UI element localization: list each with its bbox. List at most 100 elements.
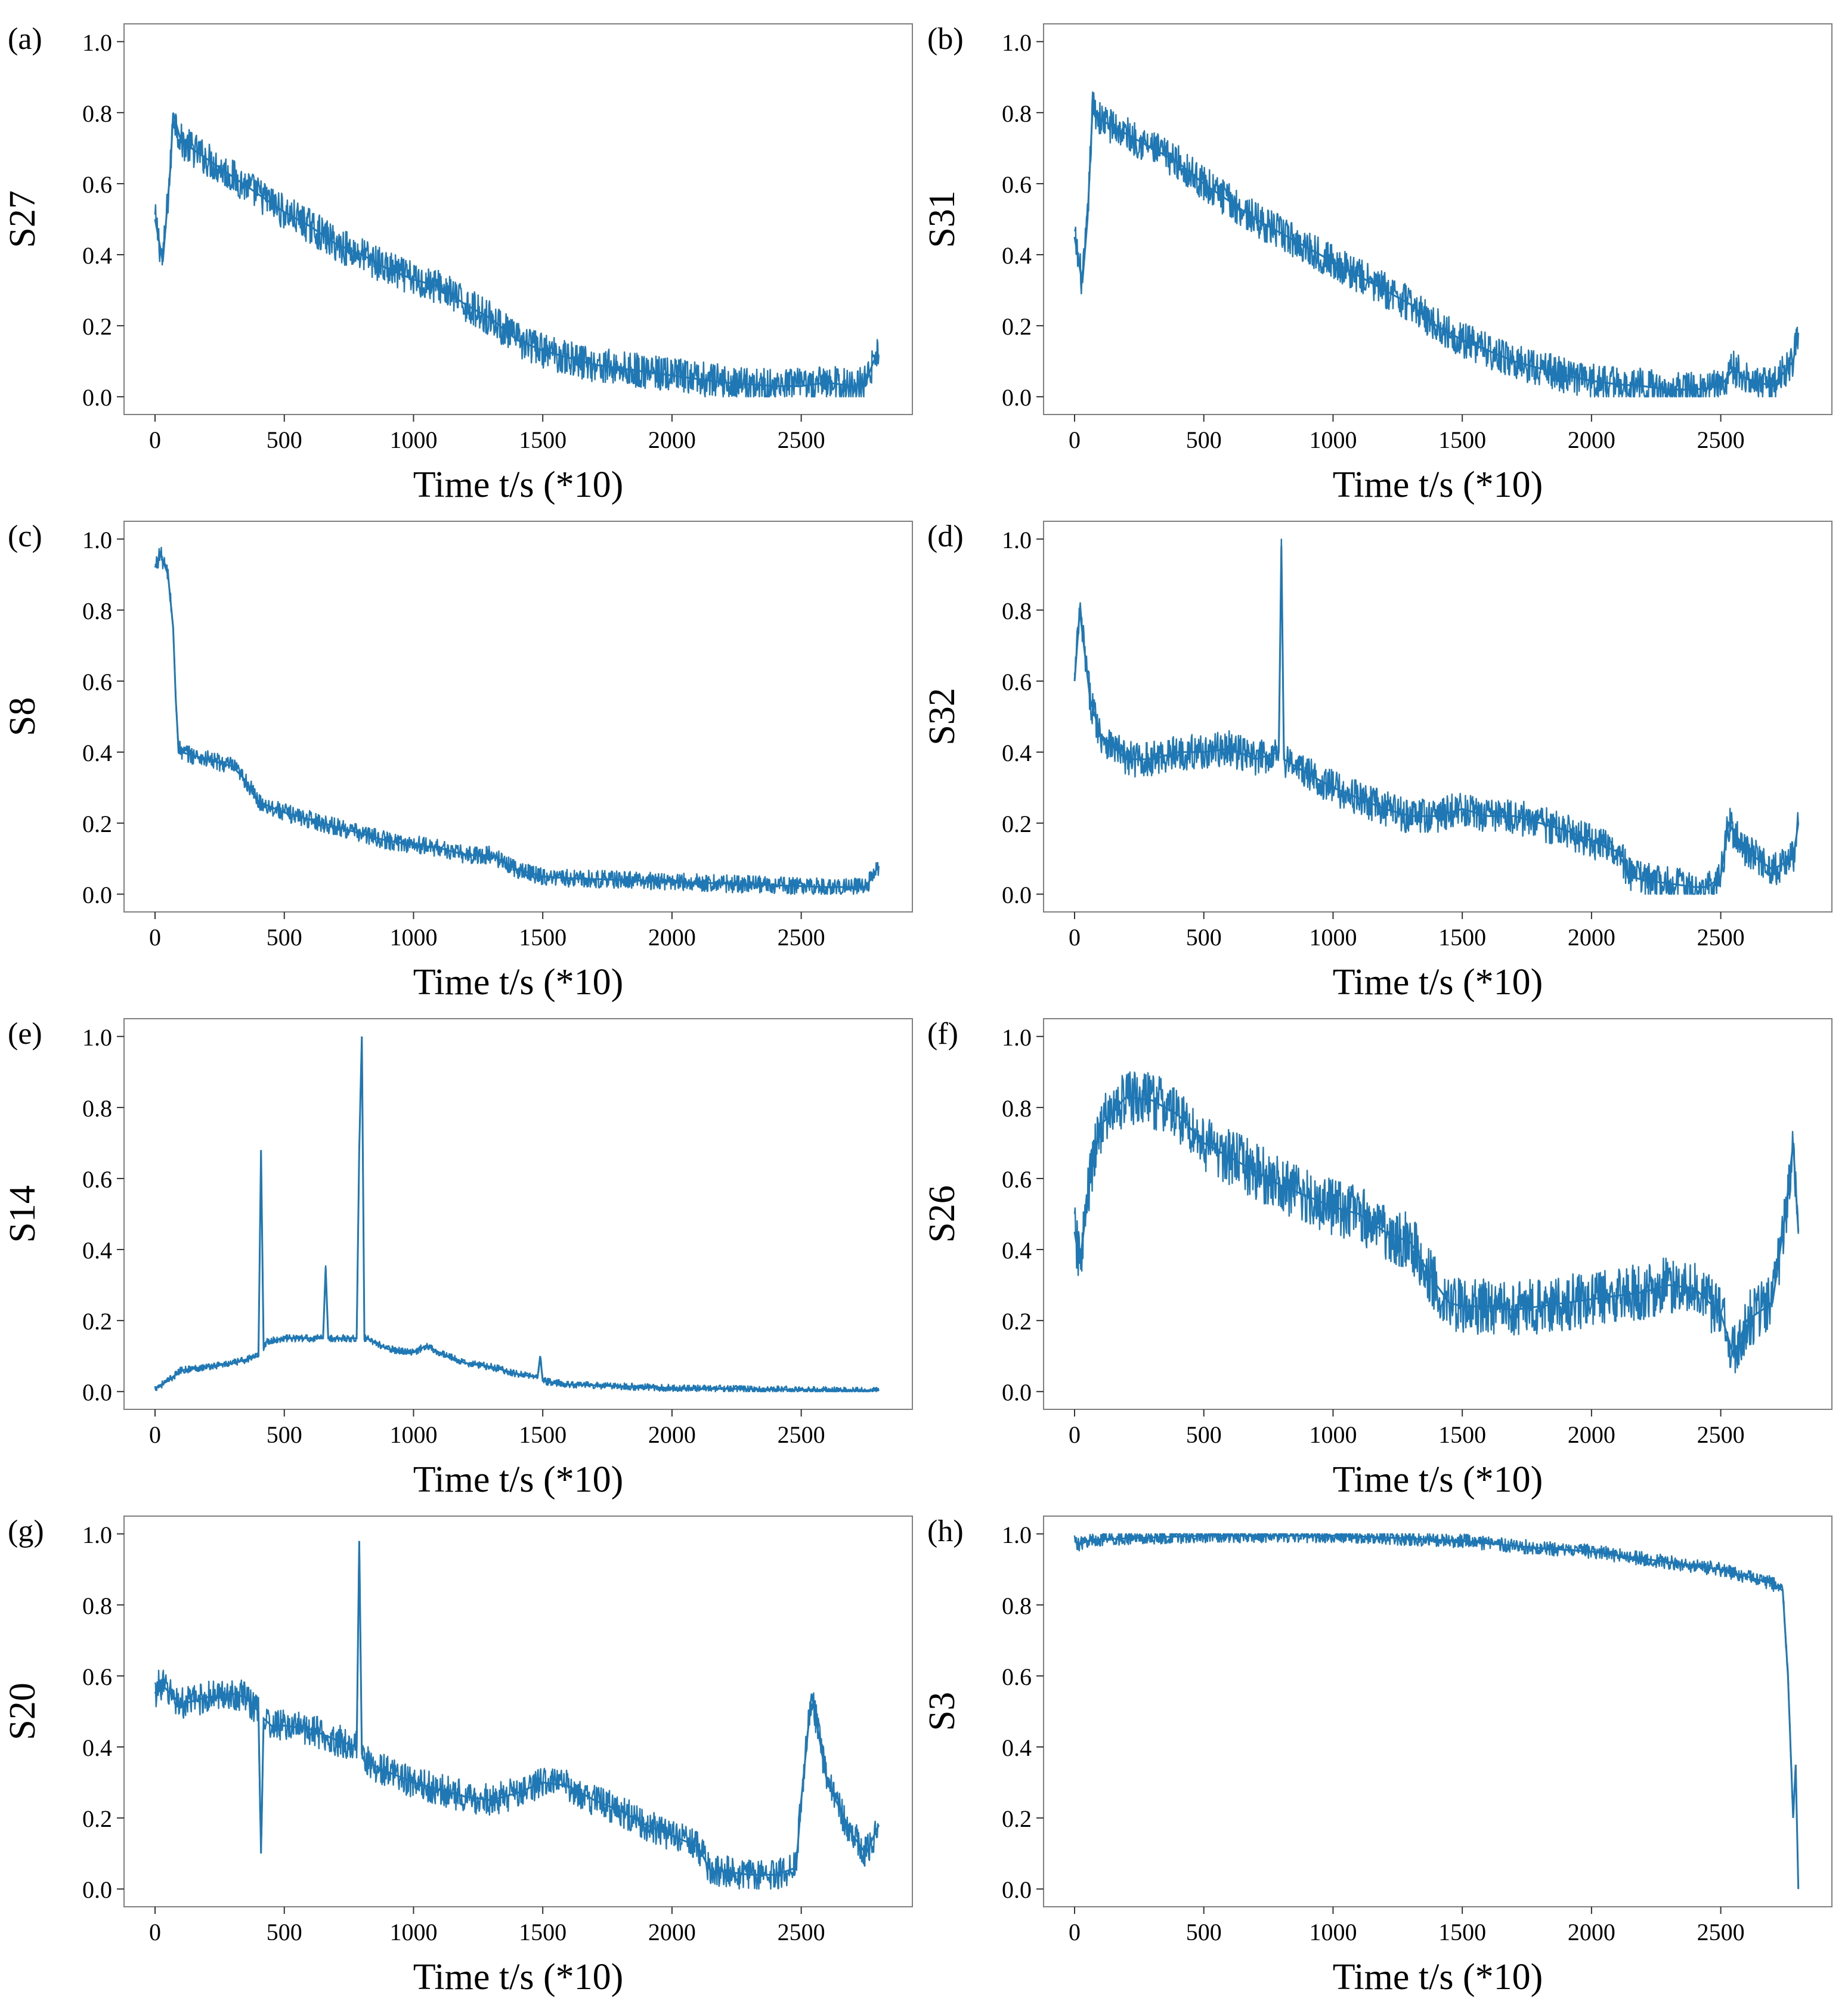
x-tick-label: 0 <box>149 1421 161 1448</box>
x-tick-label: 0 <box>1069 1919 1081 1946</box>
plot-frame <box>123 23 913 415</box>
y-tick-label: 0.6 <box>1002 669 1032 695</box>
y-tick-label: 0.4 <box>82 242 112 269</box>
y-tick-label: 0.4 <box>1002 740 1032 766</box>
series-trend-line <box>1073 102 1800 391</box>
x-tick-label: 2500 <box>778 924 825 951</box>
series-trend-line <box>154 1036 879 1391</box>
y-axis-label: S8 <box>2 697 43 736</box>
chart-panel: (g) 0.0 0.2 0.4 0.6 0.8 1.0 0 500 1000 1500 2000 250… <box>2 1514 913 1997</box>
y-tick-label: 0.6 <box>82 1663 112 1690</box>
y-tick-label: 0.8 <box>1002 598 1032 624</box>
y-tick-label: 0.0 <box>82 384 112 411</box>
x-tick-label: 2000 <box>648 924 696 951</box>
x-tick-label: 1500 <box>1438 1919 1486 1946</box>
x-tick-label: 500 <box>267 924 302 951</box>
plot-frame <box>1043 1516 1832 1907</box>
series-trend-line <box>1074 1535 1800 1889</box>
x-axis-label: Time t/s (*10) <box>413 465 624 505</box>
panel-label: (f) <box>927 1017 958 1051</box>
y-tick-label: 0.6 <box>1002 1663 1032 1690</box>
y-tick-label: 0.8 <box>82 598 112 624</box>
plot-frame <box>123 1516 913 1907</box>
x-tick-label: 2000 <box>1568 1919 1615 1946</box>
panel-label: (b) <box>927 22 964 56</box>
x-tick-label: 2000 <box>648 426 696 453</box>
x-tick-label: 1000 <box>389 924 437 951</box>
x-tick-label: 1000 <box>1309 1919 1357 1946</box>
y-tick-label: 0.0 <box>1002 1876 1032 1903</box>
y-tick-label: 1.0 <box>82 1521 112 1548</box>
chart-panel: (d) 0.0 0.2 0.4 0.6 0.8 1.0 0 500 1000 1500 2000 250… <box>922 519 1832 1003</box>
y-tick-label: 0.0 <box>82 1379 112 1406</box>
y-tick-label: 0.4 <box>1002 1734 1032 1761</box>
y-tick-label: 0.0 <box>1002 1379 1032 1406</box>
x-tick-label: 1000 <box>1309 426 1357 453</box>
plot-frame <box>1043 521 1832 913</box>
y-tick-label: 0.2 <box>82 811 112 837</box>
y-tick-label: 0.6 <box>82 171 112 198</box>
y-tick-label: 1.0 <box>82 1024 112 1051</box>
y-tick-label: 0.6 <box>82 1166 112 1193</box>
series-trend-line <box>1073 1096 1800 1359</box>
series-line <box>1073 1071 1799 1374</box>
chart-panel: (a) 0.0 0.2 0.4 0.6 0.8 1.0 0 500 1000 1500 2000 250… <box>2 22 913 505</box>
plot-frame <box>1043 1018 1832 1410</box>
x-axis-label: Time t/s (*10) <box>413 1957 624 1997</box>
y-tick-label: 0.0 <box>1002 882 1032 908</box>
x-tick-label: 0 <box>1069 426 1081 453</box>
x-tick-label: 1500 <box>1438 1421 1486 1448</box>
y-tick-label: 1.0 <box>82 527 112 553</box>
y-tick-label: 0.2 <box>82 1805 112 1832</box>
series-trend-line <box>154 550 880 888</box>
x-tick-label: 500 <box>1186 426 1222 453</box>
series-line <box>1073 91 1799 398</box>
y-tick-label: 0.2 <box>1002 313 1032 340</box>
y-tick-label: 1.0 <box>1002 29 1032 56</box>
y-tick-label: 0.0 <box>82 882 112 908</box>
y-axis-label: S3 <box>922 1692 962 1731</box>
x-tick-label: 1000 <box>389 1421 437 1448</box>
x-tick-label: 1500 <box>1438 924 1486 951</box>
y-tick-label: 0.4 <box>82 1237 112 1264</box>
series-trend-line <box>154 112 880 387</box>
y-tick-label: 0.0 <box>82 1876 112 1903</box>
y-tick-label: 0.8 <box>82 1095 112 1122</box>
x-tick-label: 0 <box>149 426 161 453</box>
x-tick-label: 1500 <box>519 426 567 453</box>
series-trend-line <box>154 1541 880 1876</box>
x-tick-label: 500 <box>1186 924 1222 951</box>
y-tick-label: 0.2 <box>1002 811 1032 837</box>
x-axis-label: Time t/s (*10) <box>1333 1459 1543 1500</box>
series-line <box>154 546 880 895</box>
panel-label: (d) <box>927 519 964 553</box>
y-tick-label: 0.4 <box>82 1734 112 1761</box>
plot-frame <box>1043 23 1832 415</box>
y-tick-label: 0.8 <box>1002 1592 1032 1619</box>
x-axis-label: Time t/s (*10) <box>413 1459 624 1500</box>
x-tick-label: 2500 <box>778 1421 825 1448</box>
x-tick-label: 2500 <box>1697 426 1745 453</box>
x-tick-label: 1500 <box>519 924 567 951</box>
x-tick-label: 1500 <box>519 1919 567 1946</box>
x-tick-label: 1000 <box>1309 1421 1357 1448</box>
plot-frame <box>123 1018 913 1410</box>
x-tick-label: 2000 <box>648 1919 696 1946</box>
y-tick-label: 0.8 <box>82 100 112 127</box>
x-tick-label: 0 <box>149 1919 161 1946</box>
x-tick-label: 2000 <box>1568 426 1615 453</box>
x-tick-label: 2000 <box>1568 924 1615 951</box>
x-tick-label: 2000 <box>1568 1421 1615 1448</box>
x-tick-label: 500 <box>267 1421 302 1448</box>
x-tick-label: 1500 <box>519 1421 567 1448</box>
chart-panel: (b) 0.0 0.2 0.4 0.6 0.8 1.0 0 500 1000 1500 2000 250… <box>922 22 1832 505</box>
x-tick-label: 0 <box>1069 1421 1081 1448</box>
x-tick-label: 0 <box>1069 924 1081 951</box>
y-tick-label: 0.2 <box>82 313 112 340</box>
x-tick-label: 2500 <box>778 1919 825 1946</box>
x-axis-label: Time t/s (*10) <box>413 962 624 1003</box>
panel-label: (g) <box>8 1514 44 1548</box>
x-tick-label: 2000 <box>648 1421 696 1448</box>
y-tick-label: 0.4 <box>1002 242 1032 269</box>
